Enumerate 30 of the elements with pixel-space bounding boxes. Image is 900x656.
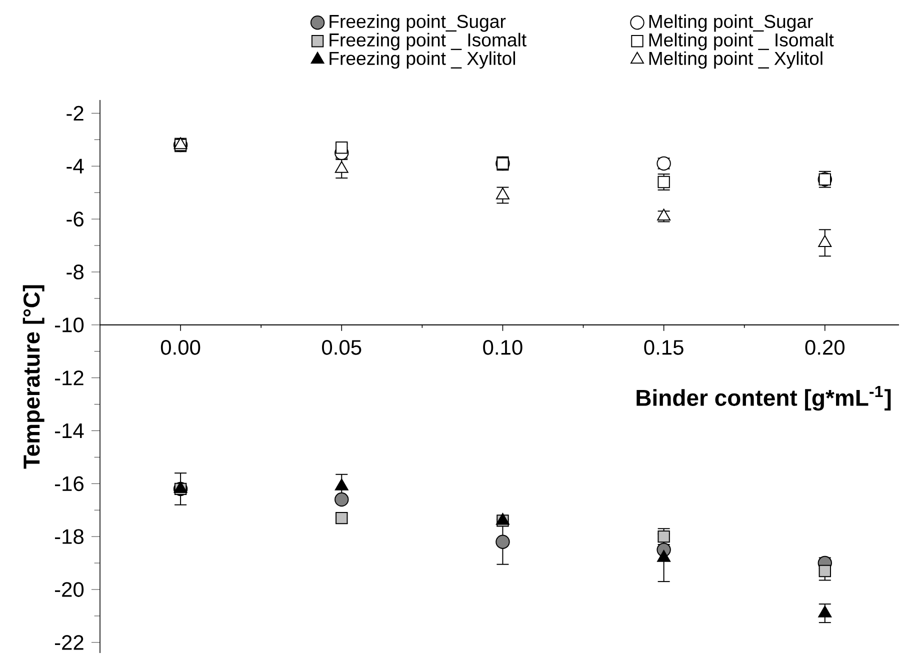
y-tick-label: -20 xyxy=(54,582,84,597)
y-tick-label: -12 xyxy=(54,370,84,385)
point xyxy=(658,176,670,188)
y-axis-title: Temperature [°C] xyxy=(22,285,44,469)
x-tick-label: 0.15 xyxy=(644,340,684,355)
x-tick-label: 0.05 xyxy=(322,340,362,355)
legend-label: Melting point_Sugar xyxy=(649,14,813,32)
point xyxy=(336,512,348,524)
y-tick-label: -2 xyxy=(66,106,84,120)
legend-label: Freezing point _ Isomalt xyxy=(330,32,526,50)
y-tick-label: -16 xyxy=(54,476,84,491)
legend-label: Melting point _ Isomalt xyxy=(649,32,834,50)
x-tick-label: 0.10 xyxy=(483,340,522,355)
y-tick-label: -10 xyxy=(54,317,84,332)
x-tick-label: 0.00 xyxy=(160,340,200,355)
point xyxy=(496,534,510,549)
y-tick-label: -18 xyxy=(54,528,84,544)
point xyxy=(334,492,349,506)
point xyxy=(818,564,832,577)
legend-label: Freezing point _ Xylitol xyxy=(330,51,516,68)
x-axis-title: Binder content [g*mL$^{-1}$] xyxy=(636,386,891,410)
legend-label: Melting point _ Xylitol xyxy=(649,51,822,68)
legend-label: Freezing point_Sugar xyxy=(330,14,506,32)
x-tick-label: 0.20 xyxy=(805,340,845,355)
y-tick-label: -14 xyxy=(54,423,84,438)
point xyxy=(658,530,670,542)
y-tick-label: -8 xyxy=(66,264,84,280)
y-tick-label: -22 xyxy=(54,634,84,650)
y-tick-label: -4 xyxy=(66,158,84,174)
y-tick-label: -6 xyxy=(66,211,84,226)
